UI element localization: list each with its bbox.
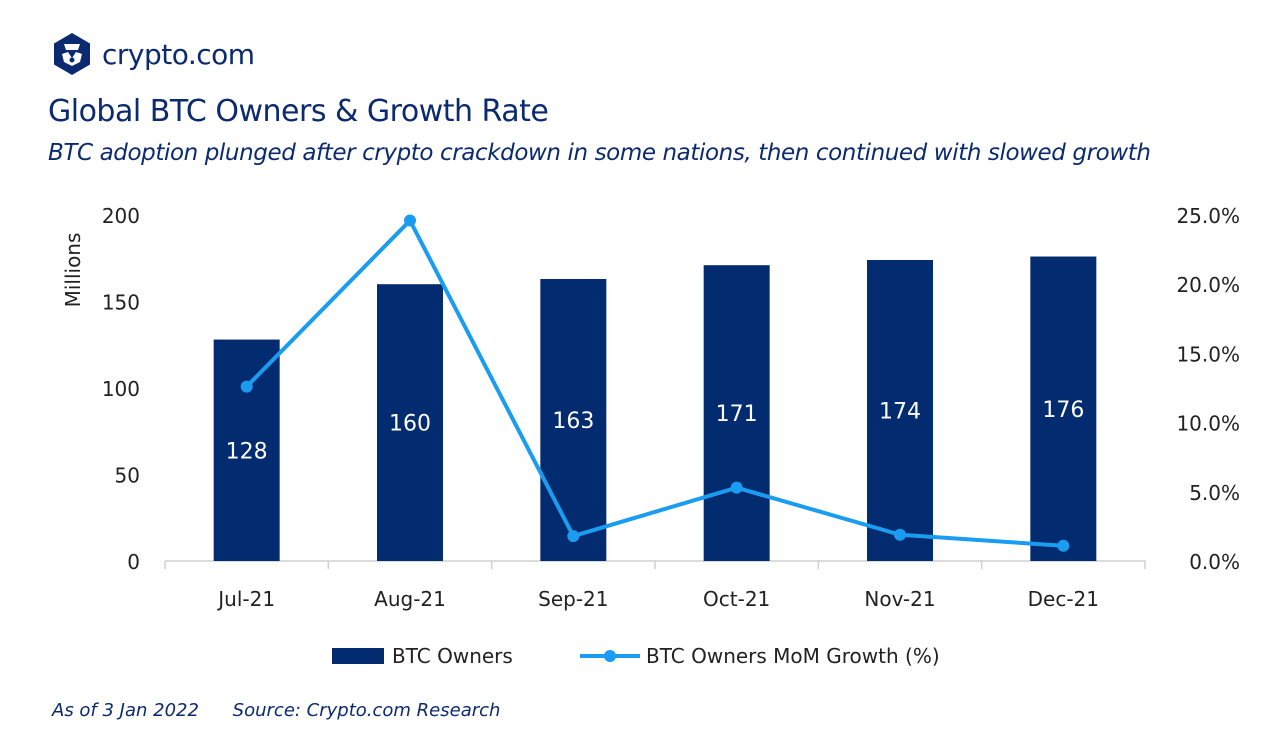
crypto-com-hexagon-lion-icon [54, 33, 90, 75]
as-of-date: As of 3 Jan 2022 [52, 700, 199, 721]
legend-label-btc-owners: BTC Owners [392, 644, 513, 668]
line-point-mom-growth [730, 481, 743, 494]
bar-btc-owners [377, 284, 443, 561]
x-tick-label: Nov-21 [864, 587, 935, 611]
bar-btc-owners [1030, 256, 1097, 561]
bar-btc-owners [703, 265, 770, 561]
y-axis-label: Millions [61, 233, 85, 308]
bar-data-label: 174 [879, 399, 921, 424]
line-point-mom-growth [404, 214, 416, 227]
y-tick-label: 200 [102, 204, 140, 228]
y2-tick-label: 0.0% [1189, 550, 1240, 574]
line-point-mom-growth [894, 528, 906, 541]
brand-logo: crypto.com [52, 32, 255, 76]
chart-title: Global BTC Owners & Growth Rate [48, 94, 549, 129]
x-tick-label: Oct-21 [703, 587, 770, 611]
y-tick-label: 0 [127, 550, 140, 574]
bar-data-label: 176 [1042, 398, 1084, 423]
footer: As of 3 Jan 2022 Source: Crypto.com Rese… [52, 700, 528, 721]
bar-data-label: 128 [226, 439, 268, 464]
bar-btc-owners [213, 339, 280, 561]
bar-btc-owners [867, 259, 933, 561]
x-tick-label: Jul-21 [216, 587, 275, 611]
source-note: Source: Crypto.com Research [232, 700, 501, 721]
line-point-mom-growth [1057, 539, 1070, 552]
x-tick-label: Dec-21 [1028, 587, 1099, 611]
line-point-mom-growth [567, 530, 580, 543]
line-mom-growth [245, 218, 1064, 548]
bar-data-label: 160 [389, 412, 431, 437]
y-tick-label: 50 [115, 464, 140, 488]
bar-btc-owners [540, 279, 607, 561]
x-tick-label: Aug-21 [374, 587, 446, 611]
y2-tick-label: 10.0% [1176, 412, 1240, 436]
bar-data-label: 171 [716, 402, 758, 427]
y-tick-label: 150 [102, 291, 140, 315]
y-tick-label: 100 [102, 377, 140, 401]
y2-tick-label: 5.0% [1189, 481, 1240, 505]
y2-tick-label: 25.0% [1176, 204, 1240, 228]
brand-name: crypto.com [102, 37, 255, 71]
chart-subtitle: BTC adoption plunged after crypto crackd… [48, 140, 1151, 166]
legend-swatch-btc-owners [332, 648, 384, 664]
y2-tick-label: 15.0% [1176, 342, 1240, 366]
legend-label-mom-growth: BTC Owners MoM Growth (%) [646, 644, 940, 668]
y2-tick-label: 20.0% [1176, 273, 1240, 297]
line-point-mom-growth [240, 380, 253, 393]
legend-marker-mom-growth [604, 650, 616, 662]
bar-data-label: 163 [552, 409, 594, 434]
x-tick-label: Sep-21 [538, 587, 608, 611]
